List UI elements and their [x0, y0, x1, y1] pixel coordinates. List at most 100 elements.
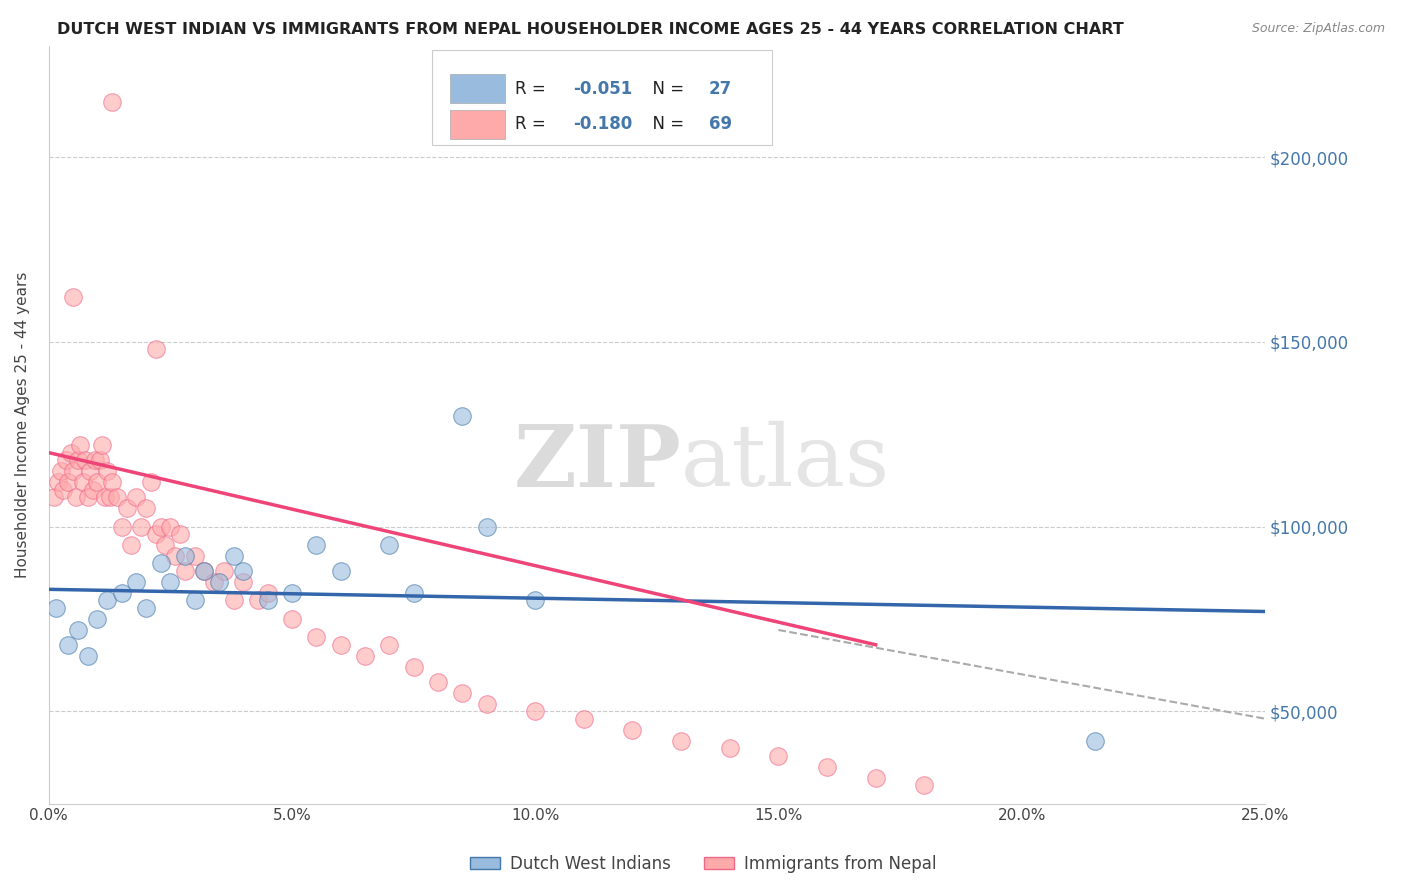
Point — [111, 519, 134, 533]
Text: N =: N = — [643, 79, 689, 98]
Point — [155, 538, 177, 552]
Text: N =: N = — [643, 115, 689, 133]
Point — [101, 95, 124, 109]
Point — [120, 538, 142, 552]
Point — [98, 490, 121, 504]
Point — [183, 593, 205, 607]
Text: R =: R = — [49, 803, 52, 804]
Text: DUTCH WEST INDIAN VS IMMIGRANTS FROM NEPAL HOUSEHOLDER INCOME AGES 25 - 44 YEARS: DUTCH WEST INDIAN VS IMMIGRANTS FROM NEP… — [58, 22, 1123, 37]
Point — [75, 453, 97, 467]
Text: ZIP: ZIP — [513, 421, 681, 505]
Point — [52, 483, 75, 497]
Text: atlas: atlas — [681, 421, 890, 504]
Point — [524, 704, 547, 718]
Point — [174, 564, 197, 578]
Point — [232, 574, 254, 589]
Point — [84, 453, 107, 467]
Point — [145, 342, 167, 356]
Point — [475, 697, 498, 711]
Point — [82, 483, 104, 497]
Point — [79, 464, 101, 478]
Point — [208, 574, 231, 589]
Point — [256, 593, 278, 607]
Text: 27: 27 — [709, 79, 733, 98]
Point — [135, 600, 157, 615]
Point — [62, 464, 84, 478]
Point — [281, 612, 304, 626]
Point — [86, 612, 108, 626]
Point — [115, 501, 138, 516]
Point — [139, 475, 162, 490]
Text: -0.180: -0.180 — [572, 115, 633, 133]
Point — [402, 586, 425, 600]
Point — [169, 527, 191, 541]
Point — [91, 438, 114, 452]
Point — [378, 538, 401, 552]
Legend: Dutch West Indians, Immigrants from Nepal: Dutch West Indians, Immigrants from Nepa… — [463, 848, 943, 880]
Point — [89, 453, 111, 467]
Point — [76, 490, 98, 504]
Point — [451, 686, 474, 700]
Point — [42, 490, 65, 504]
Point — [159, 519, 181, 533]
Point — [572, 712, 595, 726]
Point — [451, 409, 474, 423]
Point — [329, 564, 352, 578]
Point — [718, 741, 741, 756]
Point — [101, 475, 124, 490]
Point — [524, 593, 547, 607]
Point — [246, 593, 269, 607]
Point — [222, 593, 245, 607]
FancyBboxPatch shape — [450, 110, 505, 138]
Point — [202, 574, 225, 589]
Point — [45, 600, 67, 615]
Point — [96, 593, 118, 607]
Point — [48, 475, 70, 490]
Point — [66, 623, 89, 637]
Point — [281, 586, 304, 600]
Point — [475, 519, 498, 533]
Point — [62, 290, 84, 304]
Point — [222, 549, 245, 563]
Text: -0.051: -0.051 — [572, 79, 633, 98]
Point — [66, 453, 89, 467]
Point — [402, 660, 425, 674]
Y-axis label: Householder Income Ages 25 - 44 years: Householder Income Ages 25 - 44 years — [15, 272, 30, 578]
Point — [193, 564, 215, 578]
Point — [354, 648, 377, 663]
Point — [59, 445, 82, 459]
Point — [305, 538, 328, 552]
Point — [183, 549, 205, 563]
Point — [912, 778, 935, 792]
Point — [86, 475, 108, 490]
Text: R =: R = — [515, 115, 551, 133]
Point — [768, 748, 790, 763]
Point — [329, 638, 352, 652]
Point — [159, 574, 181, 589]
Text: 69: 69 — [709, 115, 733, 133]
Text: Source: ZipAtlas.com: Source: ZipAtlas.com — [1251, 22, 1385, 36]
FancyBboxPatch shape — [450, 74, 505, 103]
Point — [58, 475, 80, 490]
Point — [125, 574, 148, 589]
Point — [111, 586, 134, 600]
Point — [256, 586, 278, 600]
Point — [669, 734, 692, 748]
Point — [135, 501, 157, 516]
Point — [815, 759, 838, 773]
Point — [149, 557, 172, 571]
Point — [145, 527, 167, 541]
Point — [55, 453, 77, 467]
Point — [93, 490, 115, 504]
Point — [69, 438, 91, 452]
Point — [105, 490, 128, 504]
Point — [72, 475, 94, 490]
Point — [193, 564, 215, 578]
Point — [232, 564, 254, 578]
Point — [174, 549, 197, 563]
Point — [165, 549, 187, 563]
FancyBboxPatch shape — [432, 50, 772, 145]
Point — [378, 638, 401, 652]
Text: R =: R = — [515, 79, 551, 98]
Point — [58, 638, 80, 652]
